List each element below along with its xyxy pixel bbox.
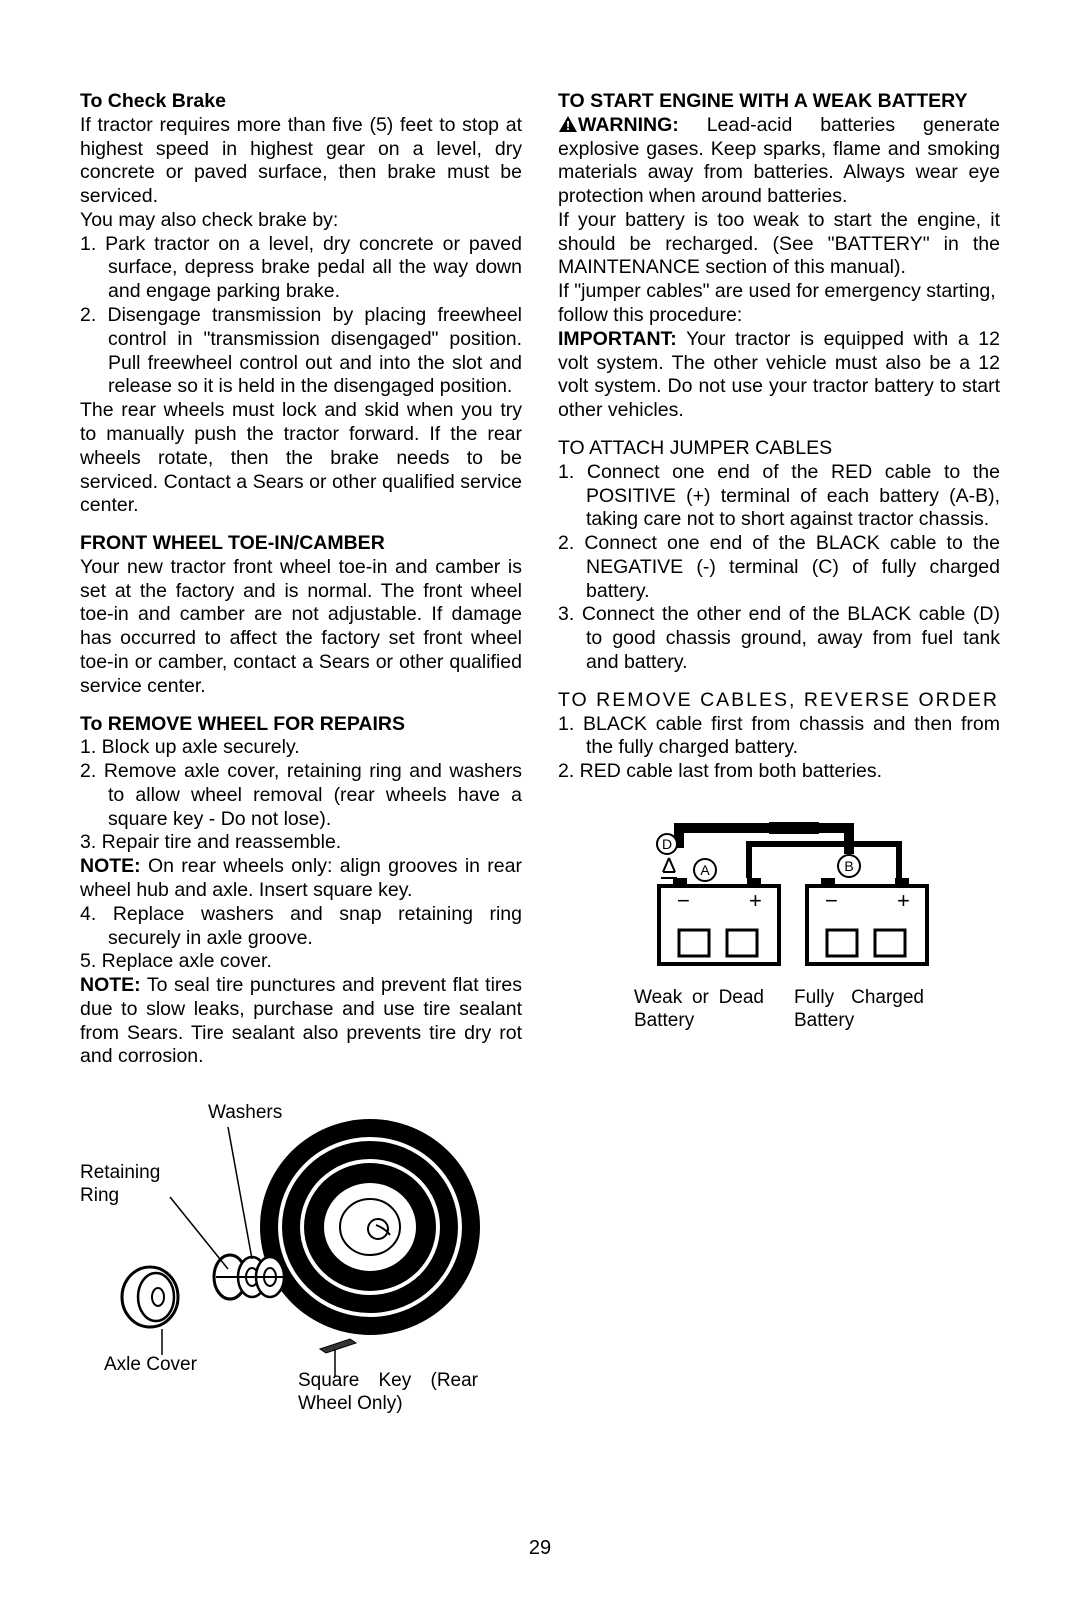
svg-text:!: ! [566, 118, 570, 133]
paragraph: If your battery is too weak to start the… [558, 209, 1000, 280]
heading-start-engine: TO START ENGINE WITH A WEAK BATTERY [558, 90, 1000, 114]
list-item: 4. Replace washers and snap retaining ri… [80, 903, 522, 951]
page-columns: To Check Brake If tractor requires more … [80, 90, 1000, 1427]
attach-cables-list: 1. Connect one end of the RED cable to t… [558, 461, 1000, 675]
battery-diagram: D A B C − + [558, 808, 1000, 1032]
heading-attach-cables: TO ATTACH JUMPER CABLES [558, 437, 1000, 461]
important-label: IMPORTANT: [558, 328, 677, 350]
list-item: 2. Remove axle cover, retaining ring and… [80, 760, 522, 831]
label-full-battery: Fully Charged Battery [794, 986, 924, 1032]
list-item: 1. Connect one end of the RED cable to t… [558, 461, 1000, 532]
important-paragraph: IMPORTANT: Your tractor is equipped with… [558, 328, 1000, 423]
warning-icon: ! [558, 115, 578, 133]
note-text: On rear wheels only: align grooves in re… [80, 855, 522, 901]
list-item: 1. Park tractor on a level, dry concrete… [80, 233, 522, 304]
list-item: 5. Replace axle cover. [80, 950, 522, 974]
left-column: To Check Brake If tractor requires more … [80, 90, 522, 1427]
paragraph: The rear wheels must lock and skid when … [80, 399, 522, 518]
svg-text:D: D [662, 836, 672, 852]
battery-svg: D A B C − + [619, 808, 939, 978]
heading-remove-wheel: To REMOVE WHEEL FOR REPAIRS [80, 713, 522, 737]
battery-labels: Weak or Dead Battery Fully Charged Batte… [634, 986, 924, 1032]
note-label: NOTE: [80, 974, 141, 996]
right-column: TO START ENGINE WITH A WEAK BATTERY ! WAR… [558, 90, 1000, 1427]
list-item: 1. Block up axle securely. [80, 736, 522, 760]
paragraph: If tractor requires more than five (5) f… [80, 114, 522, 209]
svg-text:B: B [844, 858, 853, 874]
heading-toe-in: FRONT WHEEL TOE-IN/CAMBER [80, 532, 522, 556]
svg-text:+: + [897, 888, 910, 913]
heading-remove-cables: TO REMOVE CABLES, REVERSE ORDER [558, 689, 1000, 713]
warning-paragraph: !WARNING: Lead-acid batteries generate e… [558, 114, 1000, 209]
svg-text:−: − [825, 888, 838, 913]
brake-steps-list: 1. Park tractor on a level, dry concrete… [80, 233, 522, 399]
label-retaining-ring: Retaining Ring [80, 1161, 170, 1207]
warning-label: WARNING: [578, 114, 679, 136]
remove-cables-list: 1. BLACK cable first from chassis and th… [558, 713, 1000, 784]
label-axle-cover: Axle Cover [104, 1353, 197, 1376]
note-paragraph: NOTE: To seal tire punctures and prevent… [80, 974, 522, 1069]
paragraph: Your new tractor front wheel toe-in and … [80, 556, 522, 699]
svg-text:−: − [677, 888, 690, 913]
paragraph: If "jumper cables" are used for emergenc… [558, 280, 1000, 328]
list-item: 2. Disengage transmission by placing fre… [80, 304, 522, 399]
label-weak-battery: Weak or Dead Battery [634, 986, 764, 1032]
label-washers: Washers [208, 1101, 282, 1124]
remove-wheel-list-2: 4. Replace washers and snap retaining ri… [80, 903, 522, 974]
wheel-diagram: Washers Retaining Ring Axle Cover Square… [80, 1087, 522, 1427]
paragraph: You may also check brake by: [80, 209, 522, 233]
label-square-key: Square Key (Rear Wheel Only) [298, 1369, 478, 1415]
page-number: 29 [0, 1537, 1080, 1560]
list-item: 3. Connect the other end of the BLACK ca… [558, 603, 1000, 674]
heading-check-brake: To Check Brake [80, 90, 522, 114]
note-text: To seal tire punctures and prevent flat … [80, 974, 522, 1067]
svg-text:A: A [700, 862, 710, 878]
remove-wheel-list: 1. Block up axle securely. 2. Remove axl… [80, 736, 522, 855]
note-paragraph: NOTE: On rear wheels only: align grooves… [80, 855, 522, 903]
list-item: 2. RED cable last from both batteries. [558, 760, 1000, 784]
list-item: 3. Repair tire and reassemble. [80, 831, 522, 855]
note-label: NOTE: [80, 855, 141, 877]
list-item: 1. BLACK cable first from chassis and th… [558, 713, 1000, 761]
list-item: 2. Connect one end of the BLACK cable to… [558, 532, 1000, 603]
svg-text:+: + [749, 888, 762, 913]
